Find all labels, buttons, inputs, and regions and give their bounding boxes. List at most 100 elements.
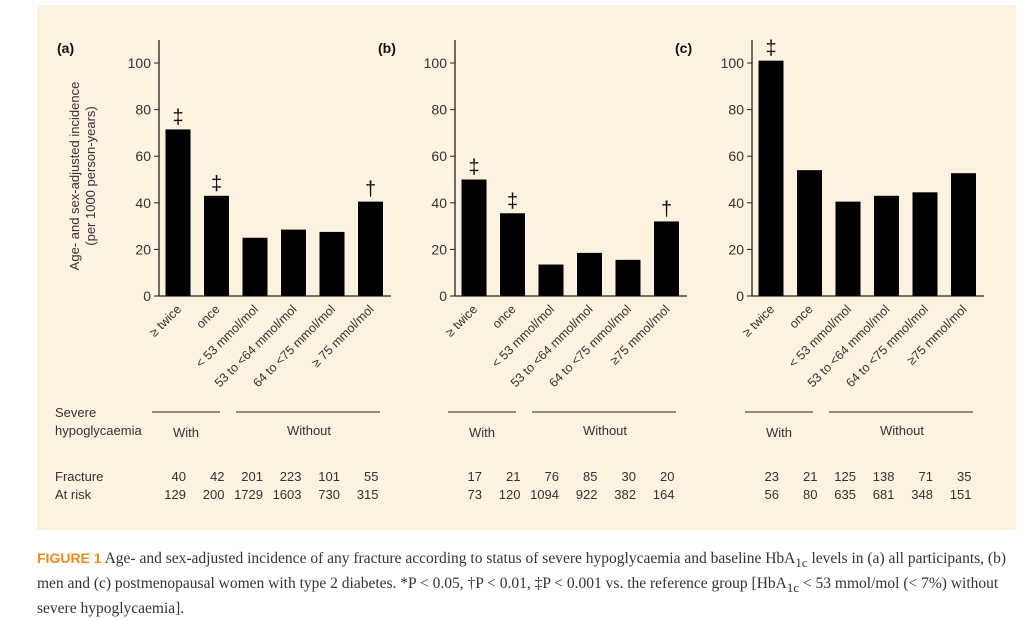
y-tick-label: 40 (431, 195, 447, 211)
bar (204, 195, 229, 296)
fracture-count: 138 (873, 469, 895, 484)
at-risk-count: 129 (164, 487, 186, 502)
significance-marker: ‡ (172, 106, 183, 128)
fracture-count: 71 (919, 469, 933, 484)
y-tick-label: 80 (135, 102, 151, 118)
fracture-count: 76 (545, 469, 559, 484)
at-risk-count: 382 (614, 487, 636, 502)
caption-label: FIGURE 1 (37, 550, 102, 566)
y-tick-label: 80 (431, 102, 447, 118)
at-risk-count: 1094 (530, 487, 559, 502)
y-tick-label: 100 (424, 55, 448, 71)
y-tick-label: 60 (728, 148, 744, 164)
y-tick-label: 100 (128, 55, 152, 71)
significance-marker: † (661, 198, 672, 220)
fracture-count: 21 (803, 469, 817, 484)
without-label: Without (287, 423, 331, 438)
bar (461, 179, 487, 296)
fracture-count: 21 (506, 469, 520, 484)
without-label: Without (583, 423, 627, 438)
x-tick-label: once (194, 302, 223, 331)
caption-text: Age- and sex-adjusted incidence of any f… (101, 550, 796, 567)
row-header-hypoglycaemia: hypoglycaemia (55, 423, 142, 438)
fracture-count: 42 (210, 469, 224, 484)
fracture-count: 35 (957, 469, 971, 484)
y-tick-label: 100 (721, 55, 745, 71)
at-risk-count: 56 (765, 487, 779, 502)
at-risk-count: 1603 (273, 487, 302, 502)
y-tick-label: 20 (135, 241, 151, 257)
bar (281, 229, 306, 296)
row-header-severe: Severe (55, 405, 96, 420)
bar (912, 192, 938, 296)
panel-label: (b) (378, 40, 396, 56)
bar (500, 213, 525, 296)
x-tick-label: ≥ twice (147, 302, 184, 339)
significance-marker: ‡ (468, 157, 479, 179)
fracture-count: 20 (660, 469, 674, 484)
significance-marker: ‡ (211, 173, 222, 195)
y-tick-label: 40 (728, 195, 744, 211)
fracture-count: 40 (172, 469, 186, 484)
row-header-fracture: Fracture (55, 469, 103, 484)
fracture-count: 85 (583, 469, 597, 484)
fracture-count: 101 (318, 469, 340, 484)
y-tick-label: 0 (736, 288, 744, 304)
y-axis-label: Age- and sex-adjusted incidence (67, 82, 82, 271)
y-tick-label: 0 (143, 288, 151, 304)
row-header-at-risk: At risk (55, 487, 92, 502)
x-tick-label: once (787, 302, 816, 331)
x-tick-label: ≥ twice (740, 302, 777, 339)
significance-marker: ‡ (765, 38, 776, 60)
at-risk-count: 80 (803, 487, 817, 502)
y-tick-label: 20 (728, 241, 744, 257)
at-risk-count: 315 (357, 487, 379, 502)
bar (577, 252, 602, 296)
significance-marker: ‡ (507, 190, 518, 212)
bar (758, 60, 784, 296)
y-tick-label: 60 (135, 148, 151, 164)
caption-text-3: < 53 mmol/mol (< 7%) without severe hypo… (37, 575, 999, 618)
fracture-count: 23 (765, 469, 779, 484)
caption-sub-2: 1c (786, 580, 800, 596)
bar (835, 201, 861, 296)
significance-marker: † (365, 179, 376, 201)
at-risk-count: 120 (499, 487, 521, 502)
at-risk-count: 164 (653, 487, 675, 502)
caption-sub: 1c (795, 555, 808, 571)
x-tick-label: once (490, 302, 519, 331)
at-risk-count: 348 (911, 487, 933, 502)
fracture-count: 30 (622, 469, 636, 484)
with-label: With (766, 425, 792, 440)
fracture-count: 223 (280, 469, 302, 484)
at-risk-count: 635 (834, 487, 856, 502)
y-tick-label: 20 (431, 241, 447, 257)
y-tick-label: 40 (135, 195, 151, 211)
bar (654, 221, 679, 296)
fracture-count: 125 (834, 469, 856, 484)
figure-panel: (a) 0 20 40 60 80 100 Age- and sex-adjusted inc… (37, 5, 1016, 530)
fracture-count: 55 (364, 469, 378, 484)
at-risk-count: 73 (468, 487, 482, 502)
bar (951, 173, 976, 296)
bar (797, 170, 822, 296)
chart-svg: (a) 0 20 40 60 80 100 Age- and sex-adjusted inc… (55, 38, 984, 502)
fracture-count: 17 (468, 469, 482, 484)
figure-caption: FIGURE 1 Age- and sex-adjusted incidence… (37, 548, 1007, 619)
caption-text-2: levels in (a) all participants, (b) men … (37, 550, 1006, 593)
at-risk-count: 1729 (234, 487, 263, 502)
at-risk-count: 730 (318, 487, 340, 502)
y-tick-label: 80 (728, 102, 744, 118)
bar (242, 237, 268, 296)
at-risk-count: 200 (203, 487, 225, 502)
y-tick-label: 60 (431, 148, 447, 164)
panel-label: (c) (675, 40, 692, 56)
with-label: With (173, 425, 199, 440)
y-tick-label: 0 (439, 288, 447, 304)
y-axis-label-2: (per 1000 person-years) (83, 106, 98, 245)
with-label: With (469, 425, 495, 440)
panel-label: (a) (57, 40, 74, 56)
without-label: Without (880, 423, 924, 438)
at-risk-count: 681 (873, 487, 895, 502)
bar (319, 231, 345, 296)
